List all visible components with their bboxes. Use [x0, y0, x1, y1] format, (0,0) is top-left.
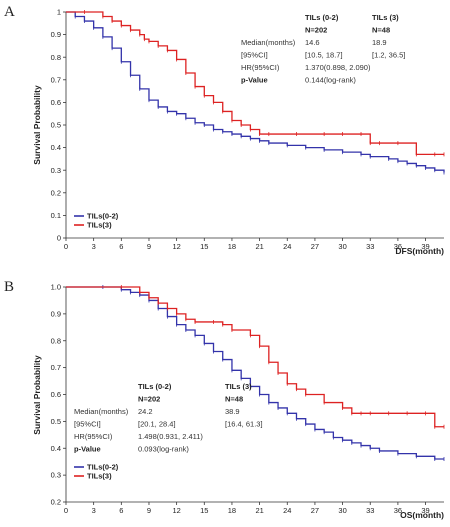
stats-col-tils-0-2: TILs (0-2)	[305, 13, 339, 22]
stats-n: N=48	[372, 26, 390, 35]
stats-value: [20.1, 28.4]	[138, 420, 176, 429]
series-tils-3	[66, 285, 445, 429]
x-tick-label: 36	[394, 242, 402, 251]
legend-entry: TILs(0-2)	[87, 463, 119, 472]
x-tick-label: 6	[119, 242, 123, 251]
stats-value: 0.144(log-rank)	[305, 76, 356, 85]
stats-row-label: p-Value	[74, 445, 101, 454]
stats-n: N=202	[305, 26, 327, 35]
x-tick-label: 18	[228, 506, 236, 515]
y-tick-label: 0.2	[51, 188, 61, 197]
y-tick-label: 0.8	[51, 53, 61, 62]
y-tick-label: 0.7	[51, 363, 61, 372]
stats-row-label: [95%CI]	[74, 420, 101, 429]
x-tick-label: 39	[421, 506, 429, 515]
stats-n: N=202	[138, 395, 160, 404]
survival-curve	[66, 286, 444, 428]
x-tick-label: 0	[64, 242, 68, 251]
legend: TILs(0-2)TILs(3)	[74, 463, 119, 481]
km-panel-b: B0.20.30.40.50.60.70.80.91.00 3 6 9 12 15 18 21…	[4, 279, 445, 520]
series-tils-3	[66, 10, 445, 157]
y-tick-label: 0.7	[51, 75, 61, 84]
y-tick-label: 0	[57, 234, 61, 243]
x-tick-label: 9	[147, 506, 151, 515]
x-tick-label: 21	[255, 506, 263, 515]
x-tick-label: 12	[172, 506, 180, 515]
x-tick-label: 24	[283, 506, 291, 515]
legend-entry: TILs(3)	[87, 221, 112, 230]
y-tick-label: 0.3	[51, 471, 61, 480]
legend: TILs(0-2)TILs(3)	[74, 212, 119, 230]
y-tick-label: 0.4	[51, 143, 61, 152]
x-tick-label: 21	[255, 242, 263, 251]
y-axis-label: Survival Probability	[32, 85, 42, 165]
stats-row-label: HR(95%CI)	[74, 432, 113, 441]
stats-value: 38.9	[225, 407, 240, 416]
y-tick-label: 0.1	[51, 211, 61, 220]
y-tick-label: 0.4	[51, 444, 61, 453]
series-tils-0-2	[66, 11, 445, 175]
y-tick-label: 0.5	[51, 417, 61, 426]
stats-value: 18.9	[372, 38, 387, 47]
stats-value: [1.2, 36.5]	[372, 51, 405, 60]
x-tick-label: 33	[366, 506, 374, 515]
legend-entry: TILs(0-2)	[87, 212, 119, 221]
x-tick-label: 3	[92, 506, 96, 515]
x-axis-label: DFS(month)	[395, 246, 444, 256]
stats-row-label: Median(months)	[74, 407, 129, 416]
stats-value: 0.093(log-rank)	[138, 445, 189, 454]
stats-n: N=48	[225, 395, 243, 404]
stats-row-label: Median(months)	[241, 38, 296, 47]
x-tick-label: 33	[366, 242, 374, 251]
x-tick-label: 30	[338, 506, 346, 515]
series-tils-0-2	[66, 285, 445, 461]
stats-value: 1.498(0.931, 2.411)	[138, 432, 203, 441]
x-tick-label: 9	[147, 242, 151, 251]
y-tick-label: 0.9	[51, 309, 61, 318]
y-tick-label: 0.5	[51, 121, 61, 130]
y-tick-label: 0.6	[51, 390, 61, 399]
x-tick-label: 36	[394, 506, 402, 515]
stats-row-label: p-Value	[241, 76, 268, 85]
stats-value: 1.370(0.898, 2.090)	[305, 63, 371, 72]
stats-row-label: [95%CI]	[241, 51, 268, 60]
stats-col-tils-3: TILs (3)	[225, 382, 252, 391]
x-axis-label: OS(month)	[400, 510, 444, 520]
x-tick-label: 30	[338, 242, 346, 251]
y-tick-label: 0.3	[51, 166, 61, 175]
x-tick-label: 15	[200, 242, 208, 251]
stats-value: 14.6	[305, 38, 320, 47]
legend-entry: TILs(3)	[87, 472, 112, 481]
x-tick-label: 27	[311, 242, 319, 251]
survival-curve	[66, 286, 444, 460]
km-panel-a: A00.10.20.30.40.50.60.70.80.910 3 6 9 12 15 18…	[4, 4, 445, 256]
y-axis-label: Survival Probability	[32, 355, 42, 435]
y-tick-label: 1	[57, 8, 61, 17]
y-tick-label: 0.2	[51, 498, 61, 507]
x-tick-label: 3	[92, 242, 96, 251]
stats-value: [10.5, 18.7]	[305, 51, 343, 60]
y-tick-label: 0.6	[51, 98, 61, 107]
x-tick-label: 15	[200, 506, 208, 515]
x-tick-label: 12	[172, 242, 180, 251]
survival-curve	[66, 11, 445, 173]
stats-value: [16.4, 61.3]	[225, 420, 263, 429]
x-tick-label: 39	[421, 242, 429, 251]
y-tick-label: 0.9	[51, 30, 61, 39]
stats-col-tils-0-2: TILs (0-2)	[138, 382, 172, 391]
panel-label: A	[4, 4, 15, 20]
y-tick-label: 0.8	[51, 336, 61, 345]
x-tick-label: 0	[64, 506, 68, 515]
stats-row-label: HR(95%CI)	[241, 63, 280, 72]
y-tick-label: 1.0	[51, 283, 61, 292]
stats-col-tils-3: TILs (3)	[372, 13, 399, 22]
x-tick-label: 24	[283, 242, 291, 251]
stats-value: 24.2	[138, 407, 153, 416]
panel-label: B	[4, 279, 14, 295]
x-tick-label: 18	[228, 242, 236, 251]
x-tick-label: 27	[311, 506, 319, 515]
x-tick-label: 6	[119, 506, 123, 515]
